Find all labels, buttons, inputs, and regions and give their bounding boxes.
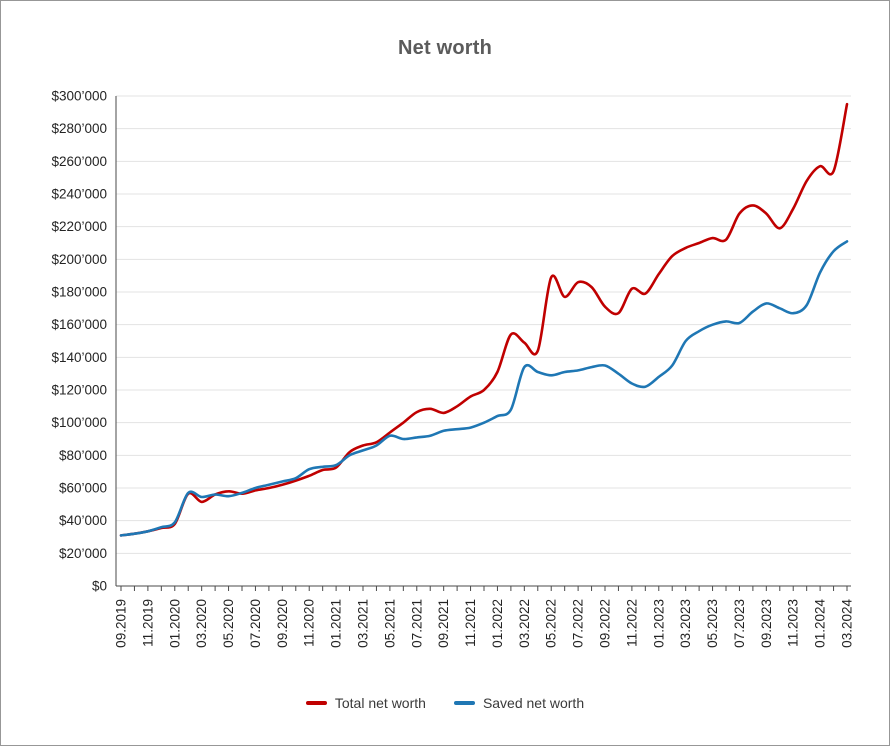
svg-text:03.2021: 03.2021 bbox=[356, 599, 371, 648]
svg-text:$300’000: $300’000 bbox=[51, 89, 107, 104]
svg-text:11.2022: 11.2022 bbox=[624, 599, 639, 647]
svg-text:$40’000: $40’000 bbox=[59, 513, 107, 528]
svg-text:01.2024: 01.2024 bbox=[813, 599, 828, 648]
svg-text:$260’000: $260’000 bbox=[51, 154, 107, 169]
svg-text:01.2020: 01.2020 bbox=[167, 599, 182, 648]
svg-text:$240’000: $240’000 bbox=[51, 187, 107, 202]
svg-text:$220’000: $220’000 bbox=[51, 219, 107, 234]
svg-text:03.2023: 03.2023 bbox=[678, 599, 693, 648]
svg-text:$180’000: $180’000 bbox=[51, 285, 107, 300]
total-net-worth-line-swatch bbox=[305, 701, 327, 705]
svg-text:09.2020: 09.2020 bbox=[275, 599, 290, 648]
svg-text:05.2023: 05.2023 bbox=[705, 599, 720, 648]
svg-text:11.2021: 11.2021 bbox=[463, 599, 478, 647]
svg-text:07.2021: 07.2021 bbox=[409, 599, 424, 648]
svg-text:07.2022: 07.2022 bbox=[571, 599, 586, 648]
chart-title: Net worth bbox=[397, 37, 493, 59]
svg-text:$80’000: $80’000 bbox=[59, 448, 107, 463]
svg-text:11.2020: 11.2020 bbox=[302, 599, 317, 647]
svg-text:05.2021: 05.2021 bbox=[382, 599, 397, 648]
svg-text:01.2021: 01.2021 bbox=[329, 599, 344, 648]
svg-text:09.2022: 09.2022 bbox=[598, 599, 613, 648]
legend-item-total-net-worth: Total net worth bbox=[305, 695, 426, 711]
legend: Total net worth Saved net worth bbox=[1, 695, 889, 711]
svg-text:05.2020: 05.2020 bbox=[221, 599, 236, 648]
svg-text:09.2021: 09.2021 bbox=[436, 599, 451, 648]
svg-text:11.2019: 11.2019 bbox=[140, 599, 155, 647]
svg-text:$0: $0 bbox=[92, 579, 107, 594]
svg-text:03.2022: 03.2022 bbox=[517, 599, 532, 648]
svg-text:07.2020: 07.2020 bbox=[248, 599, 263, 648]
svg-text:07.2023: 07.2023 bbox=[732, 599, 747, 648]
svg-text:$140’000: $140’000 bbox=[51, 350, 107, 365]
legend-label-saved-net-worth: Saved net worth bbox=[482, 695, 585, 711]
svg-text:05.2022: 05.2022 bbox=[544, 599, 559, 648]
svg-text:03.2020: 03.2020 bbox=[194, 599, 209, 648]
svg-text:$100’000: $100’000 bbox=[51, 415, 107, 430]
svg-text:03.2024: 03.2024 bbox=[840, 599, 855, 648]
svg-text:$160’000: $160’000 bbox=[51, 317, 107, 332]
svg-text:$20’000: $20’000 bbox=[59, 546, 107, 561]
svg-text:11.2023: 11.2023 bbox=[786, 599, 801, 647]
svg-text:09.2023: 09.2023 bbox=[759, 599, 774, 648]
legend-item-saved-net-worth: Saved net worth bbox=[453, 695, 585, 711]
svg-text:01.2023: 01.2023 bbox=[651, 599, 666, 648]
svg-text:09.2019: 09.2019 bbox=[114, 599, 129, 648]
legend-label-total-net-worth: Total net worth bbox=[334, 695, 426, 711]
svg-text:$60’000: $60’000 bbox=[59, 481, 107, 496]
saved-net-worth-line-swatch bbox=[453, 701, 475, 705]
svg-text:$280’000: $280’000 bbox=[51, 121, 107, 136]
svg-text:01.2022: 01.2022 bbox=[490, 599, 505, 648]
svg-text:$200’000: $200’000 bbox=[51, 252, 107, 267]
svg-text:$120’000: $120’000 bbox=[51, 383, 107, 398]
